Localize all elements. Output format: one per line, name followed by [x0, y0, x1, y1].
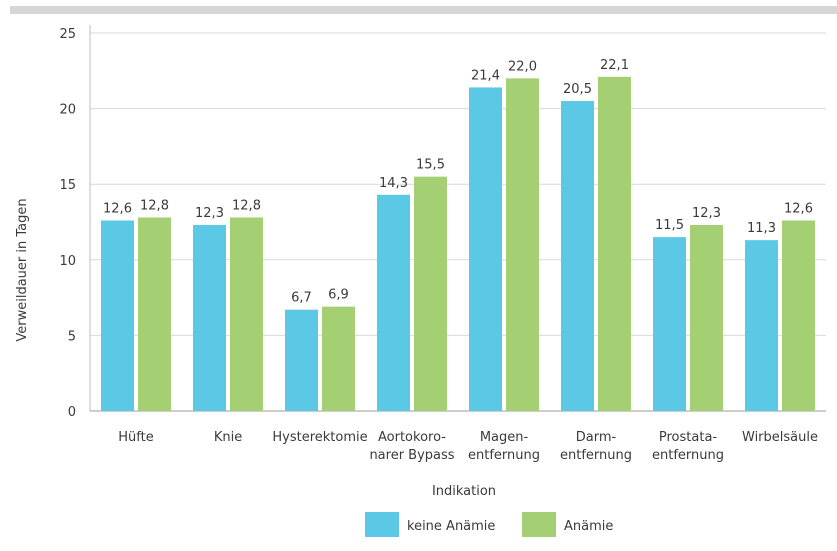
legend-label: Anämie	[564, 519, 613, 534]
legend: keine Anämie Anämie	[365, 512, 613, 537]
x-category-label: entfernung	[652, 448, 724, 463]
legend-label: keine Anämie	[407, 519, 495, 534]
legend-swatch	[522, 512, 556, 537]
x-category-label: entfernung	[560, 448, 632, 463]
bars: 12,6 12,8 12,3 12,8 6,7 6,9 14,3 15,5 21,4 22,0 20…	[101, 58, 815, 412]
y-tick-label: 20	[59, 103, 76, 118]
x-category-label: Hysterektomie	[272, 430, 367, 445]
x-category-label: Darm-	[576, 430, 617, 445]
bar-value-label: 12,3	[195, 206, 224, 221]
bar-value-label: 20,5	[563, 82, 592, 97]
x-category-label: Knie	[214, 430, 242, 445]
bar-keine-anaemie	[193, 225, 226, 411]
bar-anaemie	[782, 220, 815, 411]
bar-value-label: 15,5	[416, 158, 445, 173]
bar-keine-anaemie	[377, 194, 410, 411]
x-category-label: Magen-	[480, 430, 529, 445]
bar-anaemie	[414, 176, 447, 411]
bar-value-label: 14,3	[379, 176, 408, 191]
bar-anaemie	[690, 225, 723, 411]
bar-value-label: 12,8	[140, 198, 169, 213]
bar-anaemie	[230, 217, 263, 411]
bar-value-label: 12,8	[232, 198, 261, 213]
y-tick-label: 15	[59, 178, 76, 193]
x-category-label: Aortokoro-	[378, 430, 446, 445]
y-tick-label: 10	[59, 254, 76, 269]
bar-keine-anaemie	[745, 240, 778, 411]
bar-value-label: 11,3	[747, 221, 776, 236]
x-category-label: Wirbelsäule	[742, 430, 818, 445]
x-category-label: entfernung	[468, 448, 540, 463]
bar-value-label: 11,5	[655, 218, 684, 233]
x-category-label: Prostata-	[659, 430, 718, 445]
y-axis-title: Verweildauer in Tagen	[15, 198, 30, 341]
bar-keine-anaemie	[101, 220, 134, 411]
bar-value-label: 12,6	[784, 201, 813, 216]
y-tick-labels: 0 5 10 15 20 25	[59, 27, 76, 420]
bar-value-label: 21,4	[471, 68, 500, 83]
bar-value-label: 6,7	[291, 291, 312, 306]
y-tick-label: 25	[59, 27, 76, 42]
bar-value-label: 22,1	[600, 58, 629, 73]
x-category-label: Hüfte	[118, 430, 153, 445]
y-tick-label: 0	[68, 405, 76, 420]
bar-anaemie	[138, 217, 171, 411]
top-banner-bar	[10, 6, 837, 14]
x-axis-title: Indikation	[432, 484, 496, 499]
y-tick-label: 5	[68, 329, 76, 344]
bar-value-label: 12,3	[692, 206, 721, 221]
bar-value-label: 12,6	[103, 201, 132, 216]
x-category-label: narer Bypass	[369, 448, 454, 463]
legend-swatch	[365, 512, 399, 537]
bar-keine-anaemie	[285, 309, 318, 411]
x-category-labels: Hüfte Knie Hysterektomie Aortokoro-narer By…	[118, 430, 818, 463]
bar-anaemie	[322, 306, 355, 411]
bar-keine-anaemie	[469, 87, 502, 411]
bar-anaemie	[598, 76, 631, 412]
bar-anaemie	[506, 78, 539, 412]
bar-keine-anaemie	[653, 237, 686, 411]
bar-value-label: 6,9	[328, 288, 349, 303]
bar-value-label: 22,0	[508, 59, 537, 74]
bar-keine-anaemie	[561, 101, 594, 411]
